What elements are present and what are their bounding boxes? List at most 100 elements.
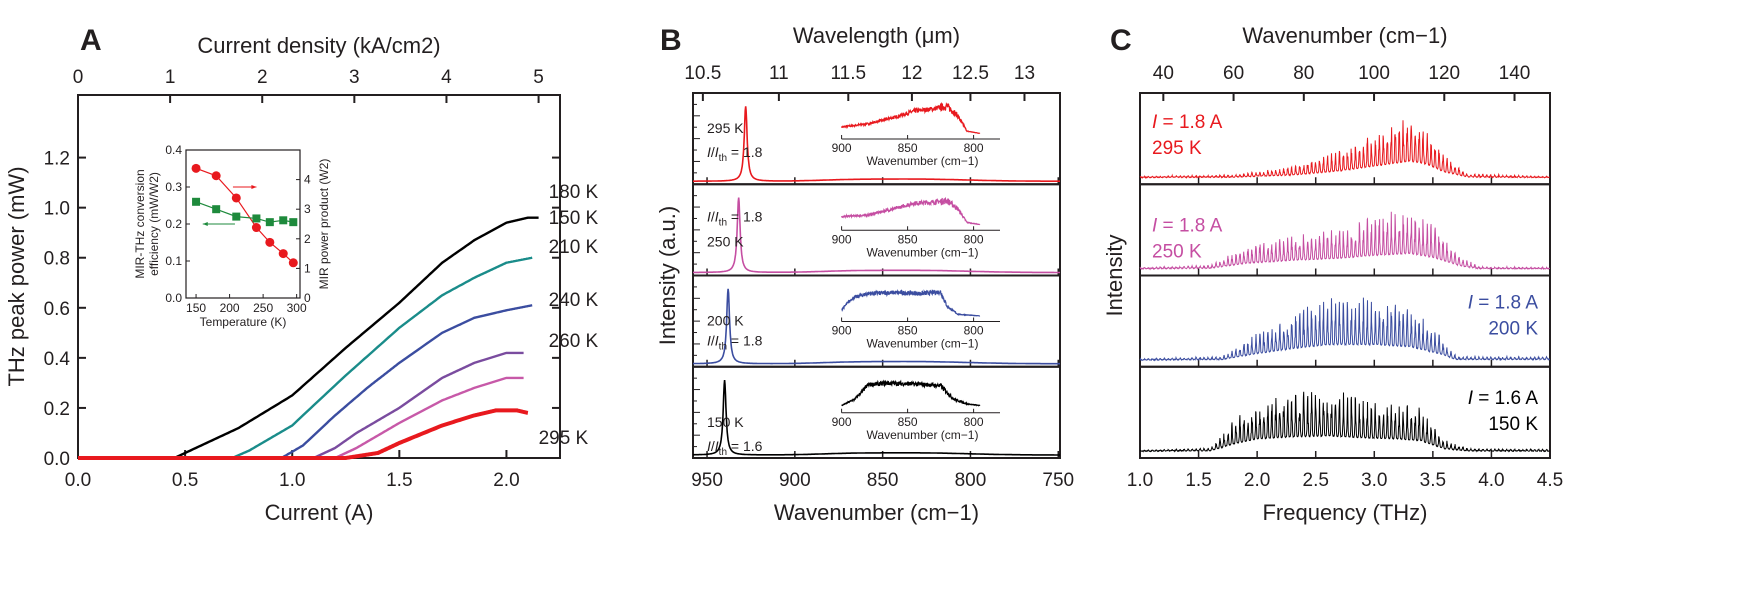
temperature-label: 200 K bbox=[1488, 319, 1538, 340]
x-tick-label: 1.0 bbox=[279, 470, 305, 491]
top-x-tick-label: 11.5 bbox=[831, 63, 867, 84]
inset-spectrum-2 bbox=[841, 289, 981, 317]
top-x-axis-label: Current density (kA/cm2) bbox=[197, 33, 440, 58]
current-value: 1.8 A bbox=[1495, 293, 1539, 314]
inset-x-tick-label: 900 bbox=[832, 141, 852, 155]
inset-mir-power-point bbox=[231, 193, 241, 203]
inset-efficiency-point bbox=[192, 197, 201, 206]
x-tick-label: 4.5 bbox=[1537, 470, 1563, 491]
inset-x-axis-label: Wavenumber (cm−1) bbox=[867, 337, 979, 351]
top-x-tick-label: 12.5 bbox=[952, 63, 989, 84]
current-ratio-label: I/Ith = 1.8 bbox=[707, 333, 763, 353]
series-label: 210 K bbox=[549, 237, 599, 258]
y-tick-label: 1.0 bbox=[44, 199, 70, 220]
x-tick-label: 2.5 bbox=[1303, 470, 1329, 491]
series-line-150k bbox=[78, 216, 539, 460]
x-axis-label: Wavenumber (cm−1) bbox=[774, 500, 979, 525]
inset-y-tick-label: 0.0 bbox=[165, 291, 182, 305]
x-tick-label: 0.0 bbox=[65, 470, 91, 491]
inset-spectrum-3 bbox=[841, 379, 981, 407]
spectrum-line-2 bbox=[1139, 297, 1551, 362]
inset-x-tick-label: 800 bbox=[964, 232, 984, 246]
inset-mir-power-point bbox=[265, 237, 275, 247]
inset-y-right-tick-label: 3 bbox=[304, 202, 311, 216]
x-tick-label: 1.5 bbox=[1185, 470, 1211, 491]
series-label: 260 K bbox=[549, 331, 599, 352]
temperature-label: 250 K bbox=[1152, 241, 1202, 262]
inset-x-tick-label: 900 bbox=[832, 324, 852, 338]
arrow-left-icon bbox=[202, 222, 208, 226]
panel-label-a: A bbox=[80, 24, 102, 57]
series-label: 295 K bbox=[539, 428, 589, 449]
inset-y-tick-label: 0.1 bbox=[165, 254, 182, 268]
top-x-tick-label: 40 bbox=[1153, 63, 1174, 84]
inset-x-tick-label: 900 bbox=[832, 232, 852, 246]
series-label: 150 K bbox=[549, 208, 599, 229]
inset-mir-power-point bbox=[251, 223, 261, 233]
ratio-value: 1.8 bbox=[743, 333, 763, 349]
inset-y-axis-label-line1: MIR-THz conversion bbox=[133, 169, 147, 278]
panel-label-c: C bbox=[1110, 24, 1132, 57]
inset-x-axis-label: Wavenumber (cm−1) bbox=[867, 245, 979, 259]
y-tick-label: 0.4 bbox=[44, 349, 71, 370]
x-tick-label: 750 bbox=[1042, 470, 1074, 491]
top-x-tick-label: 0 bbox=[73, 67, 84, 88]
y-tick-label: 0.8 bbox=[44, 249, 70, 270]
spectrum-line-3 bbox=[693, 380, 1060, 456]
inset-mir-power-point bbox=[278, 249, 288, 259]
inset-x-tick-label: 150 bbox=[186, 301, 206, 315]
panel-label-b: B bbox=[660, 24, 682, 57]
inset-y-tick-label: 0.4 bbox=[165, 143, 182, 157]
subplot-frame bbox=[1139, 365, 1551, 459]
inset-y-right-tick-label: 1 bbox=[304, 261, 311, 275]
x-tick-label: 3.0 bbox=[1361, 470, 1387, 491]
top-x-tick-label: 140 bbox=[1499, 63, 1531, 84]
temperature-label: 295 K bbox=[1152, 138, 1202, 159]
inset-x-tick-label: 250 bbox=[253, 301, 273, 315]
spectrum-line-2 bbox=[693, 288, 1060, 365]
inset-mir-power-point bbox=[211, 171, 221, 181]
spectrum-line-0 bbox=[693, 106, 1060, 182]
inset-efficiency-point bbox=[232, 212, 241, 221]
spectrum-line-1 bbox=[693, 197, 1060, 274]
temperature-label: 295 K bbox=[707, 120, 744, 136]
inset-efficiency-point bbox=[265, 218, 274, 227]
x-tick-label: 800 bbox=[955, 470, 987, 491]
x-axis-label: Frequency (THz) bbox=[1262, 500, 1427, 525]
series-line-240k bbox=[78, 351, 524, 460]
inset-y-axis-label-line2: efficiency (mW/W2) bbox=[147, 172, 161, 276]
inset-y-tick-label: 0.3 bbox=[165, 180, 182, 194]
current-label: I = 1.6 A bbox=[1468, 388, 1539, 409]
series-line-295k bbox=[78, 408, 529, 460]
top-x-tick-label: 80 bbox=[1293, 63, 1314, 84]
current-ratio-label: I/Ith = 1.8 bbox=[707, 208, 763, 228]
inset-efficiency-point bbox=[212, 205, 221, 214]
top-x-tick-label: 100 bbox=[1358, 63, 1390, 84]
top-x-tick-label: 1 bbox=[165, 67, 176, 88]
inset-x-tick-label: 200 bbox=[220, 301, 240, 315]
y-tick-label: 0.6 bbox=[44, 299, 70, 320]
top-x-tick-label: 60 bbox=[1223, 63, 1244, 84]
inset-efficiency-point bbox=[289, 218, 298, 227]
x-axis-label: Current (A) bbox=[265, 500, 374, 525]
top-x-tick-label: 3 bbox=[349, 67, 360, 88]
inset-x-axis-label: Temperature (K) bbox=[200, 315, 287, 329]
top-x-tick-label: 12 bbox=[901, 63, 922, 84]
y-tick-label: 1.2 bbox=[44, 149, 70, 170]
x-tick-label: 900 bbox=[779, 470, 811, 491]
current-label: I = 1.8 A bbox=[1152, 112, 1223, 133]
inset-x-axis-label: Wavenumber (cm−1) bbox=[867, 428, 979, 442]
x-tick-label: 850 bbox=[867, 470, 899, 491]
x-tick-label: 4.0 bbox=[1478, 470, 1504, 491]
x-tick-label: 2.0 bbox=[1244, 470, 1270, 491]
spectrum-line-3 bbox=[1139, 391, 1550, 453]
spectrum-line-0 bbox=[1139, 120, 1550, 179]
top-x-tick-label: 11 bbox=[769, 63, 789, 84]
inset-x-axis-label: Wavenumber (cm−1) bbox=[867, 154, 979, 168]
top-x-axis-label: Wavelength (μm) bbox=[793, 23, 960, 48]
y-axis-label: THz peak power (mW) bbox=[4, 166, 29, 386]
inset-y-right-axis-label: MIR power product (W2) bbox=[317, 159, 331, 290]
temperature-label: 150 K bbox=[1488, 414, 1538, 435]
x-tick-label: 0.5 bbox=[172, 470, 198, 491]
